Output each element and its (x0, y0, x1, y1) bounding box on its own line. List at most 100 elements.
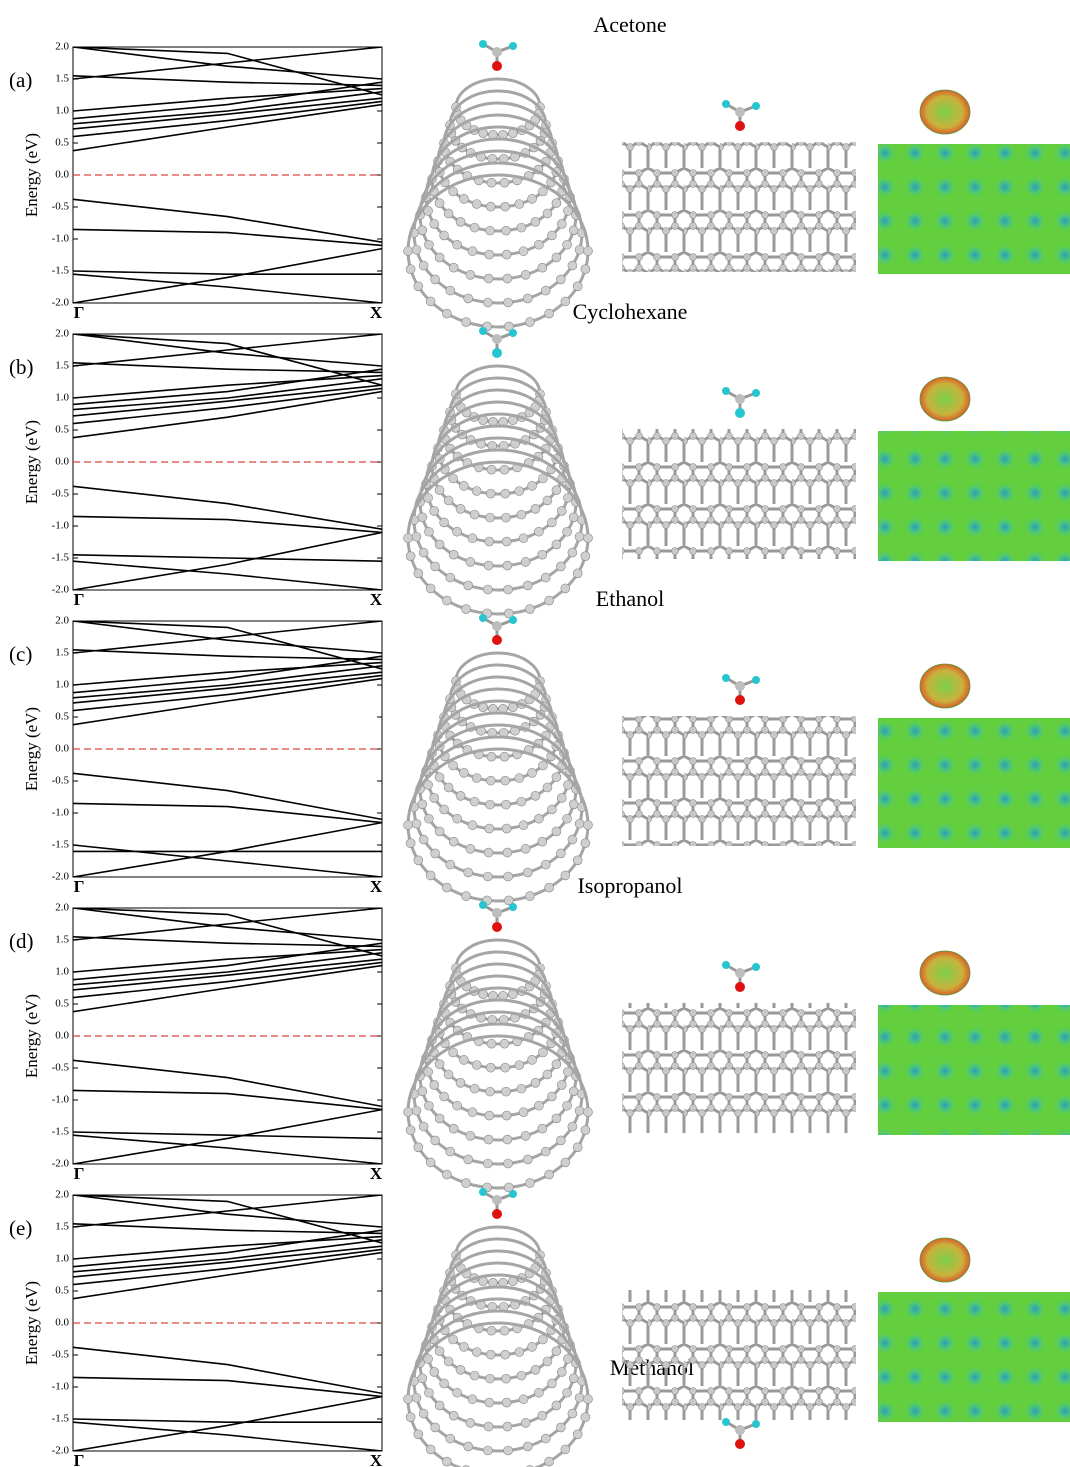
tube-atom (446, 573, 455, 582)
tube-atom (431, 275, 440, 284)
tube-atom (581, 265, 590, 274)
tube-atom (538, 187, 547, 196)
tube-atom (486, 1087, 495, 1096)
tube-atom (519, 534, 528, 543)
tube-atom (466, 1131, 475, 1140)
tube-atom (487, 752, 496, 761)
tube-atom (547, 1092, 556, 1101)
band-line (73, 363, 382, 373)
band-line (73, 249, 382, 303)
tube-atom (435, 253, 444, 262)
band-line (73, 943, 382, 979)
figure: 2.01.51.00.50.0-0.5-1.0-1.5-2.0ΓXEnergy … (0, 0, 1070, 1467)
band-line (73, 1422, 382, 1451)
tube-atom (486, 776, 495, 785)
band-line (73, 621, 382, 653)
tube-atom (406, 839, 415, 848)
band-line (73, 1195, 382, 1243)
tube-atom (483, 298, 492, 307)
y-axis-label: Energy (eV) (22, 994, 41, 1078)
y-tick-label: 1.0 (55, 392, 69, 404)
molecule-name: Acetone (593, 12, 666, 37)
tube-atom (501, 489, 510, 498)
tube-atom (449, 1048, 458, 1057)
band-line (73, 82, 382, 118)
tube-atom (552, 1114, 561, 1123)
tube-atom (404, 1395, 413, 1404)
tube-atom (557, 219, 566, 228)
tube-atom (519, 247, 528, 256)
tube-atom (552, 253, 561, 262)
tube-atom (531, 504, 540, 513)
tube-atom (569, 1087, 578, 1096)
tube-atom (472, 774, 481, 783)
band-line (73, 1397, 382, 1451)
tube-atom (464, 581, 473, 590)
band-line (73, 199, 382, 242)
tube-atom (541, 860, 550, 869)
y-tick-label: -1.5 (52, 265, 70, 277)
tube-atom (515, 1061, 524, 1070)
tube-atom (557, 793, 566, 802)
tube-atom (531, 1365, 540, 1374)
tube-atom (521, 1418, 530, 1427)
tube-atom (556, 1423, 565, 1432)
tube-atom (431, 562, 440, 571)
tube-atom (531, 1078, 540, 1087)
tube-atom (557, 1080, 566, 1089)
tube-atom (462, 318, 471, 327)
tube-atom (561, 1158, 570, 1167)
atom (735, 107, 745, 117)
tube-atom (519, 821, 528, 830)
tube-atom (442, 309, 451, 318)
tube-atom (486, 800, 495, 809)
y-tick-label: 0.5 (55, 137, 69, 149)
atom (752, 676, 760, 684)
tube-atom (486, 1063, 495, 1072)
tube-atom (442, 1457, 451, 1466)
tube-atom (517, 510, 526, 519)
tube-atom (500, 1039, 509, 1048)
tube-atom (426, 1158, 435, 1167)
band-line (73, 1135, 382, 1164)
tube-atom (523, 868, 532, 877)
tube-atom (561, 584, 570, 593)
tube-atom (543, 1357, 552, 1366)
y-tick-label: 1.5 (55, 73, 69, 85)
tube-atom (449, 1335, 458, 1344)
tube-atom (431, 1423, 440, 1432)
tube-atom (406, 1413, 415, 1422)
tube-atom (557, 506, 566, 515)
x-tick-label: Γ (74, 303, 85, 322)
esp-molecule (920, 90, 970, 134)
tube-atom (581, 1126, 590, 1135)
band-line (73, 561, 382, 590)
y-tick-label: -2.0 (52, 584, 70, 596)
tube-atom (435, 1401, 444, 1410)
tube-atom (545, 1170, 554, 1179)
tube-ring (408, 1323, 588, 1467)
tube-atom (430, 793, 439, 802)
tube-atom (547, 1379, 556, 1388)
x-tick-label: X (370, 1164, 383, 1183)
tube-atom (504, 1159, 513, 1168)
tube-atom (414, 856, 423, 865)
tube-atom (404, 821, 413, 830)
atom (722, 961, 730, 969)
tube-atom (468, 821, 477, 830)
esp-surface (878, 718, 1070, 848)
tube-atom (430, 506, 439, 515)
tube-atom (573, 1430, 582, 1439)
tube-atom (440, 518, 449, 527)
tube-atom (504, 872, 513, 881)
tube-atom (459, 1342, 468, 1351)
tube-atom (556, 1136, 565, 1145)
tube-atom (487, 1039, 496, 1048)
tube-atom (446, 1147, 455, 1156)
tube-atom (528, 1055, 537, 1064)
atom (735, 695, 745, 705)
tube-atom (528, 481, 537, 490)
y-tick-label: 1.5 (55, 360, 69, 372)
tube-atom (552, 773, 561, 782)
tube-atom (414, 282, 423, 291)
